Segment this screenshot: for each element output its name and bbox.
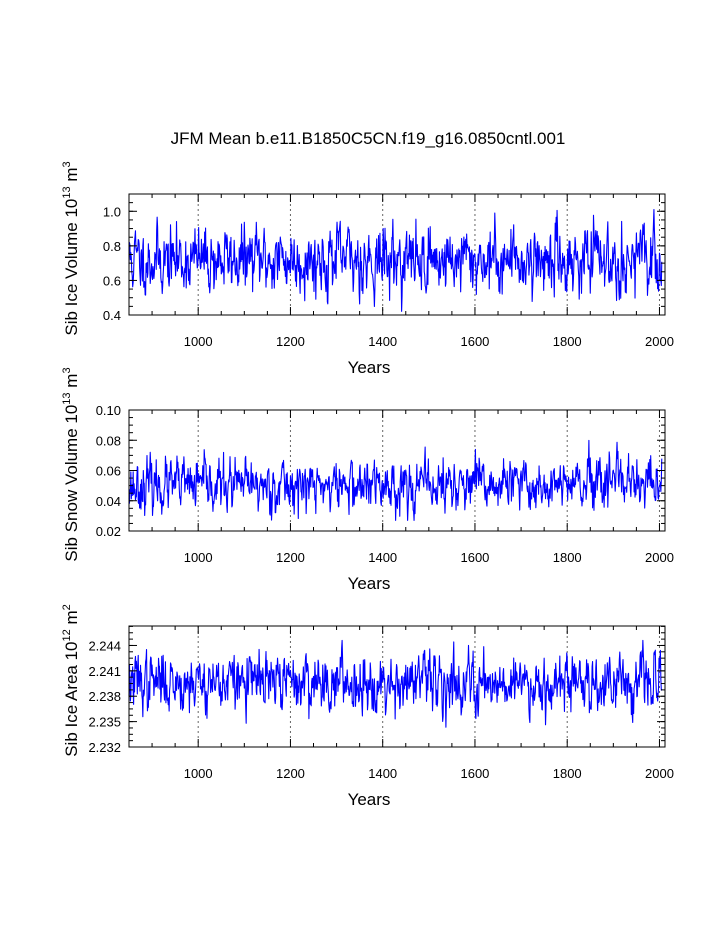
- y-tick-label: 0.04: [96, 494, 121, 509]
- y-axis-title: Sib Snow Volume 1013 m3: [61, 367, 81, 561]
- y-tick-label: 1.0: [103, 204, 121, 219]
- y-tick-label: 0.4: [103, 308, 121, 323]
- y-tick-label: 0.06: [96, 464, 121, 479]
- x-tick-label: 2000: [645, 766, 674, 781]
- x-tick-label: 1600: [460, 766, 489, 781]
- sib-snow-volume-panel: 1000 1200 1400 1600 1800 2000 0.02 0.04 0.06 0.08…: [61, 367, 674, 593]
- x-tick-label: 1000: [184, 550, 213, 565]
- x-tick-label: 2000: [645, 334, 674, 349]
- x-tick-label: 1200: [276, 334, 305, 349]
- sib-ice-area-panel: 1000 1200 1400 1600 1800 2000 2.232 2.235 2.238 2…: [61, 604, 674, 809]
- sib-ice-volume-panel: 1000 1200 1400 1600 1800 2000 0.4 0.6 0.8 1.0 Year…: [61, 161, 674, 377]
- x-axis-title: Years: [348, 574, 391, 593]
- y-tick-label: 2.244: [88, 638, 121, 653]
- x-tick-label: 1800: [553, 334, 582, 349]
- y-tick-label: 2.241: [88, 664, 121, 679]
- y-tick-label: 0.10: [96, 403, 121, 418]
- y-tick-label: 0.02: [96, 524, 121, 539]
- sib-ice-volume-series-line: [128, 209, 663, 312]
- sib-snow-volume-series-line: [128, 439, 663, 521]
- x-tick-label: 1800: [553, 766, 582, 781]
- x-tick-label: 1000: [184, 766, 213, 781]
- x-tick-label: 1400: [368, 334, 397, 349]
- y-tick-label: 2.238: [88, 689, 121, 704]
- y-axis-title: Sib Ice Volume 1013 m3: [61, 161, 81, 335]
- panels: 1000 1200 1400 1600 1800 2000 0.4 0.6 0.8 1.0 Year…: [61, 161, 674, 809]
- x-tick-label: 1200: [276, 550, 305, 565]
- sib-ice-area-series-line: [128, 639, 663, 728]
- y-tick-label: 0.08: [96, 433, 121, 448]
- x-tick-label: 1200: [276, 766, 305, 781]
- y-axis-title: Sib Ice Area 1012 m2: [61, 604, 81, 757]
- x-tick-label: 1400: [368, 766, 397, 781]
- x-tick-label: 2000: [645, 550, 674, 565]
- x-axis-title: Years: [348, 358, 391, 377]
- x-tick-label: 1600: [460, 334, 489, 349]
- figure-title: JFM Mean b.e11.B1850C5CN.f19_g16.0850cnt…: [171, 129, 566, 148]
- y-tick-label: 0.8: [103, 239, 121, 254]
- x-tick-label: 1600: [460, 550, 489, 565]
- plot-frame: [128, 625, 666, 748]
- y-tick-label: 2.235: [88, 715, 121, 730]
- x-tick-label: 1000: [184, 334, 213, 349]
- x-tick-label: 1400: [368, 550, 397, 565]
- x-tick-label: 1800: [553, 550, 582, 565]
- x-axis-title: Years: [348, 790, 391, 809]
- y-tick-label: 2.232: [88, 740, 121, 755]
- y-tick-label: 0.6: [103, 273, 121, 288]
